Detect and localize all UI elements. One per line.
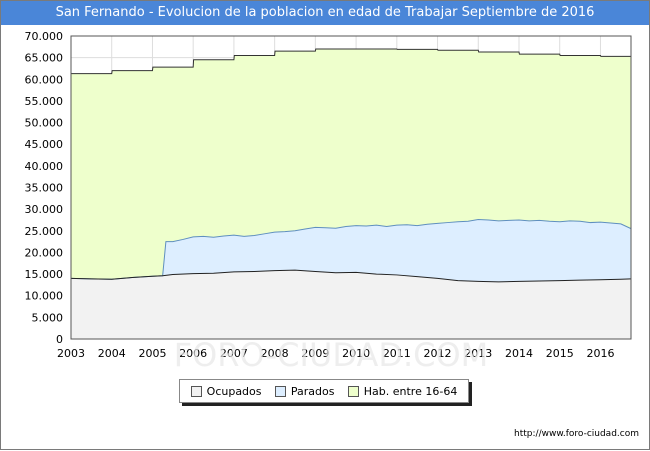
y-tick-label: 65.000 [25,52,64,65]
x-tick-label: 2015 [546,347,574,360]
y-tick-label: 35.000 [25,182,64,195]
y-tick-label: 40.000 [25,160,64,173]
ocupados-area [71,270,631,339]
y-tick-label: 45.000 [25,138,64,151]
watermark: FORO-CIUDAD.COM [174,336,489,374]
y-tick-label: 0 [56,333,63,346]
y-tick-label: 50.000 [25,117,64,130]
x-tick-label: 2014 [505,347,533,360]
y-tick-label: 30.000 [25,203,64,216]
x-tick-label: 2012 [424,347,452,360]
x-tick-label: 2010 [342,347,370,360]
y-tick-label: 20.000 [25,246,64,259]
x-tick-label: 2013 [464,347,492,360]
y-tick-label: 25.000 [25,225,64,238]
parados-line [70,219,632,280]
y-tick-label: 10.000 [25,290,64,303]
legend-item-ocupados: Ocupados [190,384,262,398]
source-url: http://www.foro-ciudad.com [514,429,639,439]
legend-label-parados: Parados [290,384,335,398]
x-tick-label: 2007 [220,347,248,360]
plot-border [70,35,632,340]
x-tick-label: 2005 [138,347,166,360]
chart-legend: Ocupados Parados Hab. entre 16-64 [179,379,469,403]
y-tick-label: 55.000 [25,95,64,108]
legend-swatch-parados [274,385,286,397]
x-tick-label: 2009 [301,347,329,360]
ocupados-line [70,269,632,283]
legend-item-parados: Parados [274,384,335,398]
chart-title: San Fernando - Evolucion de la poblacion… [1,1,649,25]
y-tick-label: 60.000 [25,73,64,86]
y-tick-label: 70.000 [25,30,64,43]
x-tick-label: 2004 [98,347,126,360]
y-tick-label: 15.000 [25,268,64,281]
legend-swatch-ocupados [190,385,202,397]
legend-label-ocupados: Ocupados [206,384,262,398]
x-tick-label: 2016 [586,347,614,360]
legend-swatch-hab [347,385,359,397]
x-tick-label: 2006 [179,347,207,360]
x-tick-label: 2003 [57,347,85,360]
hab-line [71,48,631,75]
legend-label-hab: Hab. entre 16-64 [363,384,458,398]
legend-item-hab: Hab. entre 16-64 [347,384,458,398]
x-tick-label: 2011 [383,347,411,360]
x-tick-label: 2008 [261,347,289,360]
y-tick-label: 5.000 [32,311,64,324]
